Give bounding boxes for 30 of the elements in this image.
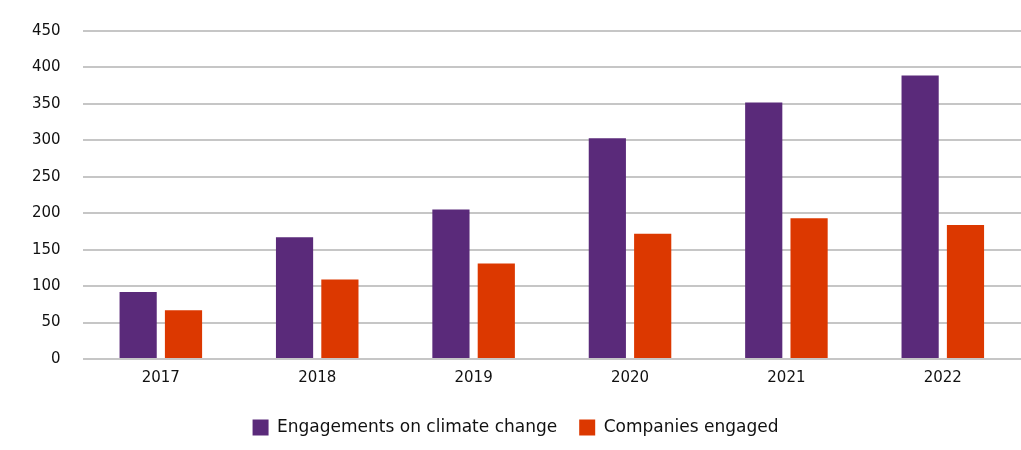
bar [588,138,626,358]
x-tick-label: 2021 [767,367,806,386]
bar [745,102,783,358]
y-tick-label: 450 [31,20,61,39]
bar [432,209,470,358]
y-tick-label: 400 [31,57,61,76]
y-tick-label: 350 [31,93,61,112]
y-tick-label: 50 [41,312,61,331]
bar [634,233,672,358]
y-tick-label: 250 [31,166,61,185]
legend-label: Engagements on climate change [277,415,558,436]
y-tick-label: 300 [31,130,61,149]
y-tick-label: 0 [51,348,61,367]
x-tick-label: 2018 [298,367,337,386]
y-tick-label: 200 [31,203,61,222]
y-tick-label: 100 [31,276,61,294]
x-tick-label: 2017 [141,367,180,386]
legend-label: Companies engaged [603,415,779,436]
x-tick-label: 2020 [610,367,650,386]
bar [275,237,314,358]
bar [790,218,828,358]
bar [321,279,359,358]
bar [901,75,939,358]
bar [477,263,515,358]
bar [164,310,203,358]
x-tick-label: 2022 [923,367,962,386]
bar [119,291,157,358]
x-tick-label: 2019 [454,367,493,386]
bar [946,224,985,358]
y-tick-label: 150 [31,239,61,258]
